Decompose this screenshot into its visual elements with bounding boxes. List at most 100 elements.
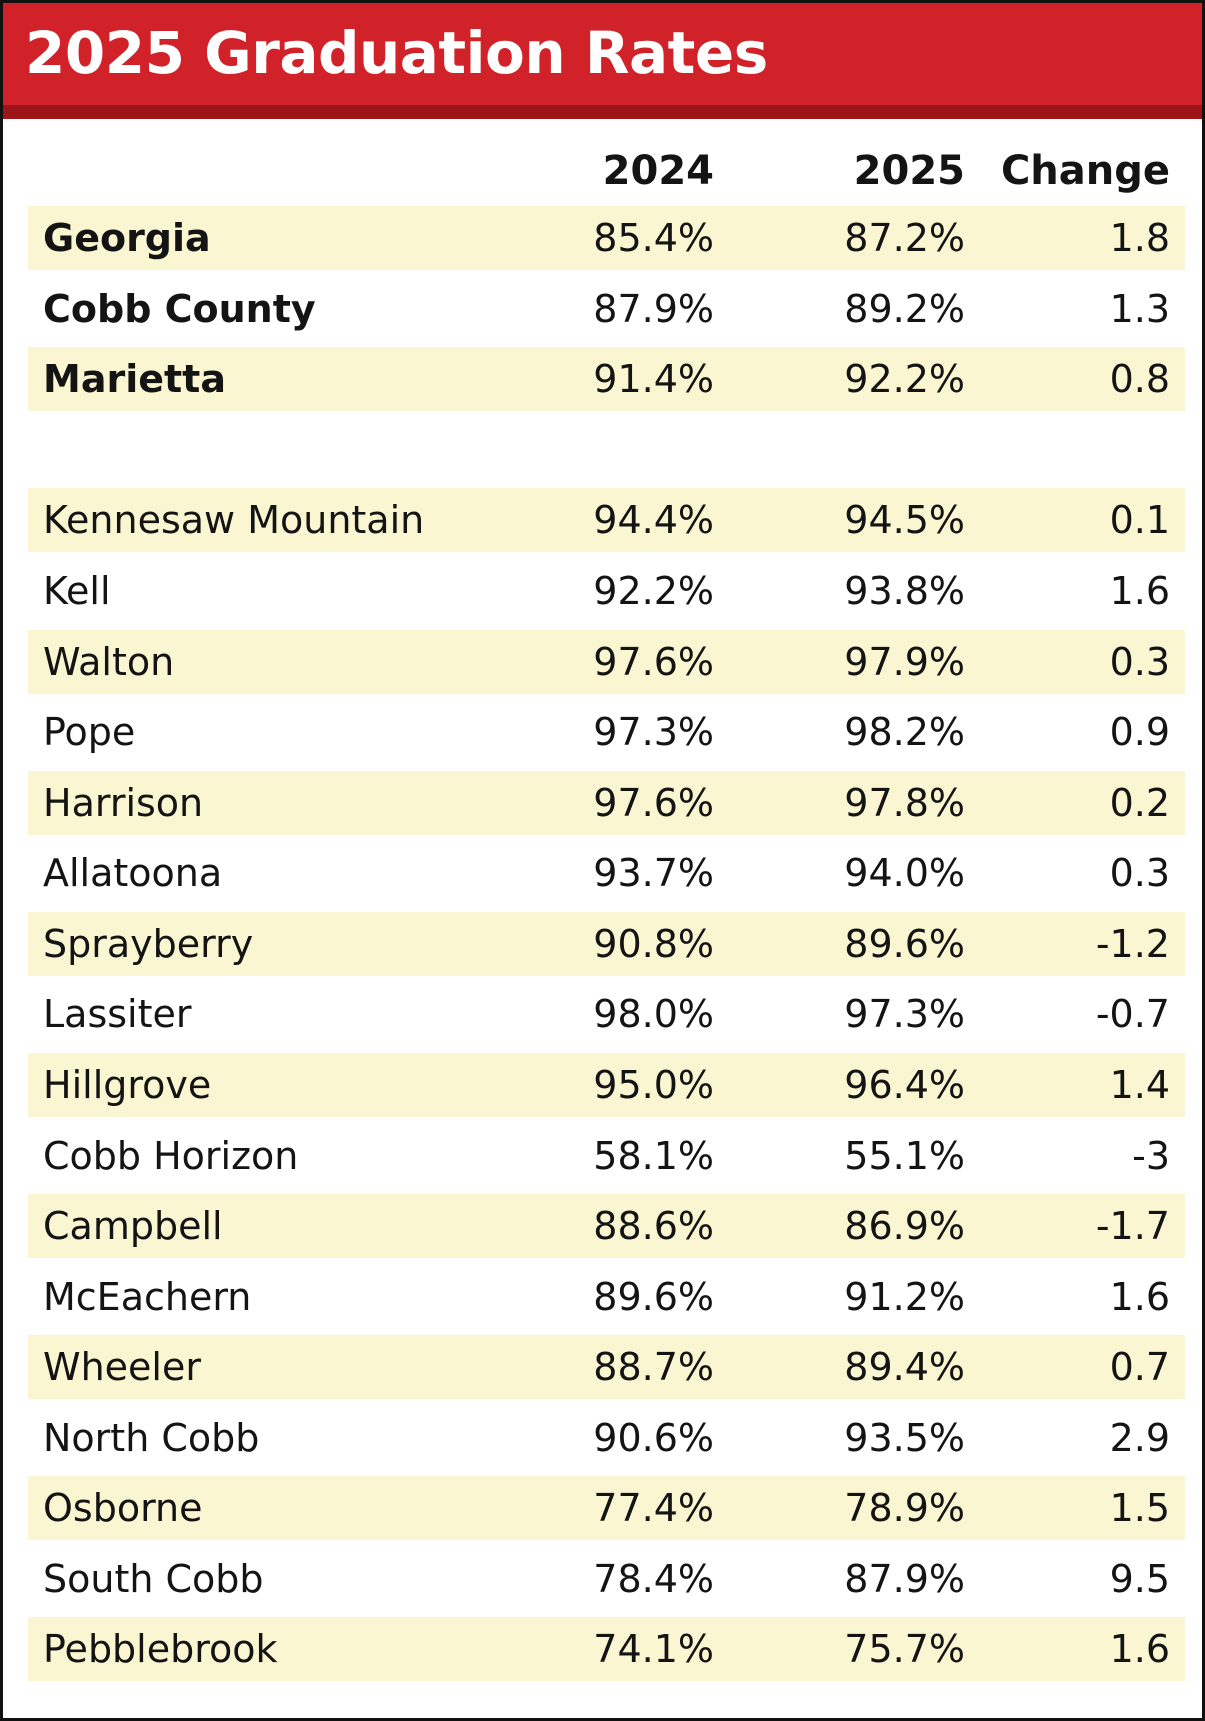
rate-2025: 86.9% <box>844 1204 965 1248</box>
rate-2024: 97.6% <box>593 781 714 825</box>
rate-2025: 93.5% <box>844 1416 965 1460</box>
rate-2025: 94.0% <box>844 851 965 895</box>
rate-2025: 94.5% <box>844 498 965 542</box>
rate-change: -1.2 <box>1095 922 1170 966</box>
rate-2025: 98.2% <box>844 710 965 754</box>
school-name: Lassiter <box>43 992 192 1036</box>
rate-change: -0.7 <box>1095 992 1170 1036</box>
school-row: Campbell 88.6% 86.9% -1.7 <box>28 1194 1185 1258</box>
rate-2024: 92.2% <box>593 569 714 613</box>
rate-2025: 55.1% <box>844 1134 965 1178</box>
rate-2024: 93.7% <box>593 851 714 895</box>
school-row: Pope 97.3% 98.2% 0.9 <box>28 700 1185 764</box>
rate-change: 0.7 <box>1109 1345 1170 1389</box>
rate-2024: 90.6% <box>593 1416 714 1460</box>
school-name: Sprayberry <box>43 922 254 966</box>
school-name: Osborne <box>43 1486 203 1530</box>
rate-2025: 93.8% <box>844 569 965 613</box>
rate-change: 0.2 <box>1109 781 1170 825</box>
rate-2025: 96.4% <box>844 1063 965 1107</box>
rate-2024: 98.0% <box>593 992 714 1036</box>
school-name: South Cobb <box>43 1557 264 1601</box>
rate-change: 9.5 <box>1109 1557 1170 1601</box>
rate-2025: 89.6% <box>844 922 965 966</box>
rate-2024: 88.7% <box>593 1345 714 1389</box>
column-header-change: Change <box>1000 148 1170 194</box>
school-row: Kennesaw Mountain 94.4% 94.5% 0.1 <box>28 488 1185 552</box>
column-header-2024: 2024 <box>602 148 714 194</box>
school-row: Sprayberry 90.8% 89.6% -1.2 <box>28 912 1185 976</box>
rate-2024: 85.4% <box>593 216 714 260</box>
rate-change: 0.9 <box>1109 710 1170 754</box>
rate-change: 0.3 <box>1109 640 1170 684</box>
rate-2024: 91.4% <box>593 357 714 401</box>
school-name: Kennesaw Mountain <box>43 498 425 542</box>
rate-change: -3 <box>1132 1134 1170 1178</box>
rate-change: 1.5 <box>1109 1486 1170 1530</box>
rate-2025: 91.2% <box>844 1275 965 1319</box>
summary-row: Marietta 91.4% 92.2% 0.8 <box>28 347 1185 411</box>
school-row: Allatoona 93.7% 94.0% 0.3 <box>28 841 1185 905</box>
school-row: Hillgrove 95.0% 96.4% 1.4 <box>28 1053 1185 1117</box>
table-title: 2025 Graduation Rates <box>25 19 768 87</box>
summary-row: Cobb County 87.9% 89.2% 1.3 <box>28 277 1185 341</box>
rate-change: -1.7 <box>1095 1204 1170 1248</box>
rate-2025: 92.2% <box>844 357 965 401</box>
rate-2025: 89.4% <box>844 1345 965 1389</box>
summary-row: Georgia 85.4% 87.2% 1.8 <box>28 206 1185 270</box>
rate-change: 0.1 <box>1109 498 1170 542</box>
rate-2025: 75.7% <box>844 1627 965 1671</box>
school-row: Wheeler 88.7% 89.4% 0.7 <box>28 1335 1185 1399</box>
school-row: Harrison 97.6% 97.8% 0.2 <box>28 771 1185 835</box>
rate-change: 1.3 <box>1109 287 1170 331</box>
school-name: Pebblebrook <box>43 1627 278 1671</box>
rate-2024: 77.4% <box>593 1486 714 1530</box>
school-row: Walton 97.6% 97.9% 0.3 <box>28 630 1185 694</box>
title-bar: 2025 Graduation Rates <box>3 3 1202 119</box>
column-header-2025: 2025 <box>853 148 965 194</box>
row-name: Marietta <box>43 357 226 401</box>
rate-2024: 94.4% <box>593 498 714 542</box>
school-name: Campbell <box>43 1204 223 1248</box>
rate-2024: 87.9% <box>593 287 714 331</box>
school-row: Osborne 77.4% 78.9% 1.5 <box>28 1476 1185 1540</box>
school-name: Cobb Horizon <box>43 1134 299 1178</box>
row-name: Georgia <box>43 216 211 260</box>
rate-2024: 78.4% <box>593 1557 714 1601</box>
school-name: Harrison <box>43 781 204 825</box>
rate-2024: 58.1% <box>593 1134 714 1178</box>
school-name: Kell <box>43 569 111 613</box>
school-name: Hillgrove <box>43 1063 212 1107</box>
rate-change: 1.6 <box>1109 1275 1170 1319</box>
column-header-row: 2024 2025 Change <box>28 139 1185 203</box>
school-name: North Cobb <box>43 1416 260 1460</box>
rate-2024: 95.0% <box>593 1063 714 1107</box>
rate-change: 1.6 <box>1109 569 1170 613</box>
rate-2025: 97.3% <box>844 992 965 1036</box>
rate-2025: 78.9% <box>844 1486 965 1530</box>
school-name: Wheeler <box>43 1345 201 1389</box>
school-row: Cobb Horizon 58.1% 55.1% -3 <box>28 1124 1185 1188</box>
rate-change: 0.3 <box>1109 851 1170 895</box>
rate-2024: 90.8% <box>593 922 714 966</box>
rate-2025: 87.9% <box>844 1557 965 1601</box>
rate-2025: 87.2% <box>844 216 965 260</box>
school-name: McEachern <box>43 1275 252 1319</box>
rate-2024: 97.6% <box>593 640 714 684</box>
row-name: Cobb County <box>43 287 316 331</box>
rate-2024: 74.1% <box>593 1627 714 1671</box>
rate-2024: 89.6% <box>593 1275 714 1319</box>
school-row: North Cobb 90.6% 93.5% 2.9 <box>28 1406 1185 1470</box>
rate-2024: 97.3% <box>593 710 714 754</box>
school-name: Allatoona <box>43 851 223 895</box>
rate-2025: 97.8% <box>844 781 965 825</box>
school-row: Pebblebrook 74.1% 75.7% 1.6 <box>28 1617 1185 1681</box>
rate-2025: 97.9% <box>844 640 965 684</box>
rate-change: 1.4 <box>1109 1063 1170 1107</box>
school-row: Kell 92.2% 93.8% 1.6 <box>28 559 1185 623</box>
school-row: South Cobb 78.4% 87.9% 9.5 <box>28 1547 1185 1611</box>
school-row: Lassiter 98.0% 97.3% -0.7 <box>28 982 1185 1046</box>
rate-change: 0.8 <box>1109 357 1170 401</box>
school-name: Walton <box>43 640 175 684</box>
